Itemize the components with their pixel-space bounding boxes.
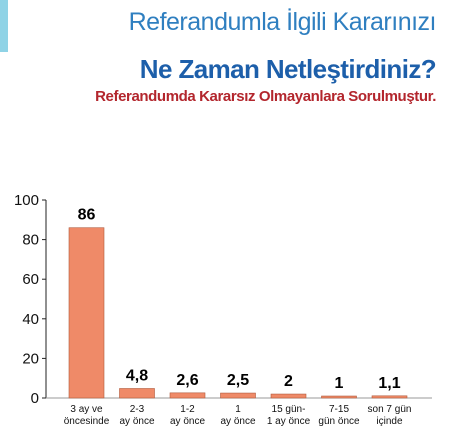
x-category-label: 1: [235, 404, 241, 415]
chart-subtitle: Referandumda Kararsız Olmayanlara Sorulm…: [95, 88, 436, 105]
x-category-label: içinde: [376, 416, 403, 427]
bar: [119, 388, 155, 399]
y-tick-label: 0: [31, 390, 39, 407]
x-category-label: 7-15: [329, 404, 349, 415]
data-label: 1: [335, 375, 344, 392]
x-category-label: 1 ay önce: [267, 416, 311, 427]
y-tick-label: 40: [22, 311, 39, 328]
x-category-label: ay önce: [119, 416, 154, 427]
x-category-label: öncesinde: [64, 416, 110, 427]
y-tick-label: 100: [14, 192, 39, 209]
x-category-label: ay önce: [220, 416, 255, 427]
data-label: 2,5: [227, 372, 249, 389]
y-tick-label: 60: [22, 271, 39, 288]
x-category-label: 15 gün-: [272, 404, 306, 415]
bar: [169, 392, 206, 399]
data-label: 1,1: [378, 375, 400, 392]
bar: [371, 395, 408, 399]
accent-bar: [0, 0, 8, 52]
data-label: 2: [284, 373, 293, 390]
data-label: 4,8: [126, 367, 148, 384]
data-label: 86: [78, 207, 96, 224]
x-category-label: gün önce: [318, 416, 360, 427]
chart-title-line1: Referandumla İlgili Kararınızı: [128, 8, 437, 36]
chart-title-line2: Ne Zaman Netleştirdiniz?: [139, 54, 437, 84]
x-category-label: 2-3: [130, 404, 145, 415]
y-tick-label: 20: [22, 350, 39, 367]
data-label: 2,6: [176, 372, 198, 389]
x-category-label: 1-2: [180, 404, 195, 415]
y-tick-label: 80: [22, 232, 39, 249]
bar: [321, 395, 357, 399]
x-category-label: son 7 gün: [368, 404, 412, 415]
bar: [220, 392, 256, 399]
x-category-label: ay önce: [170, 416, 205, 427]
bar: [68, 227, 105, 399]
x-category-label: 3 ay ve: [70, 404, 103, 415]
bar: [270, 393, 307, 399]
